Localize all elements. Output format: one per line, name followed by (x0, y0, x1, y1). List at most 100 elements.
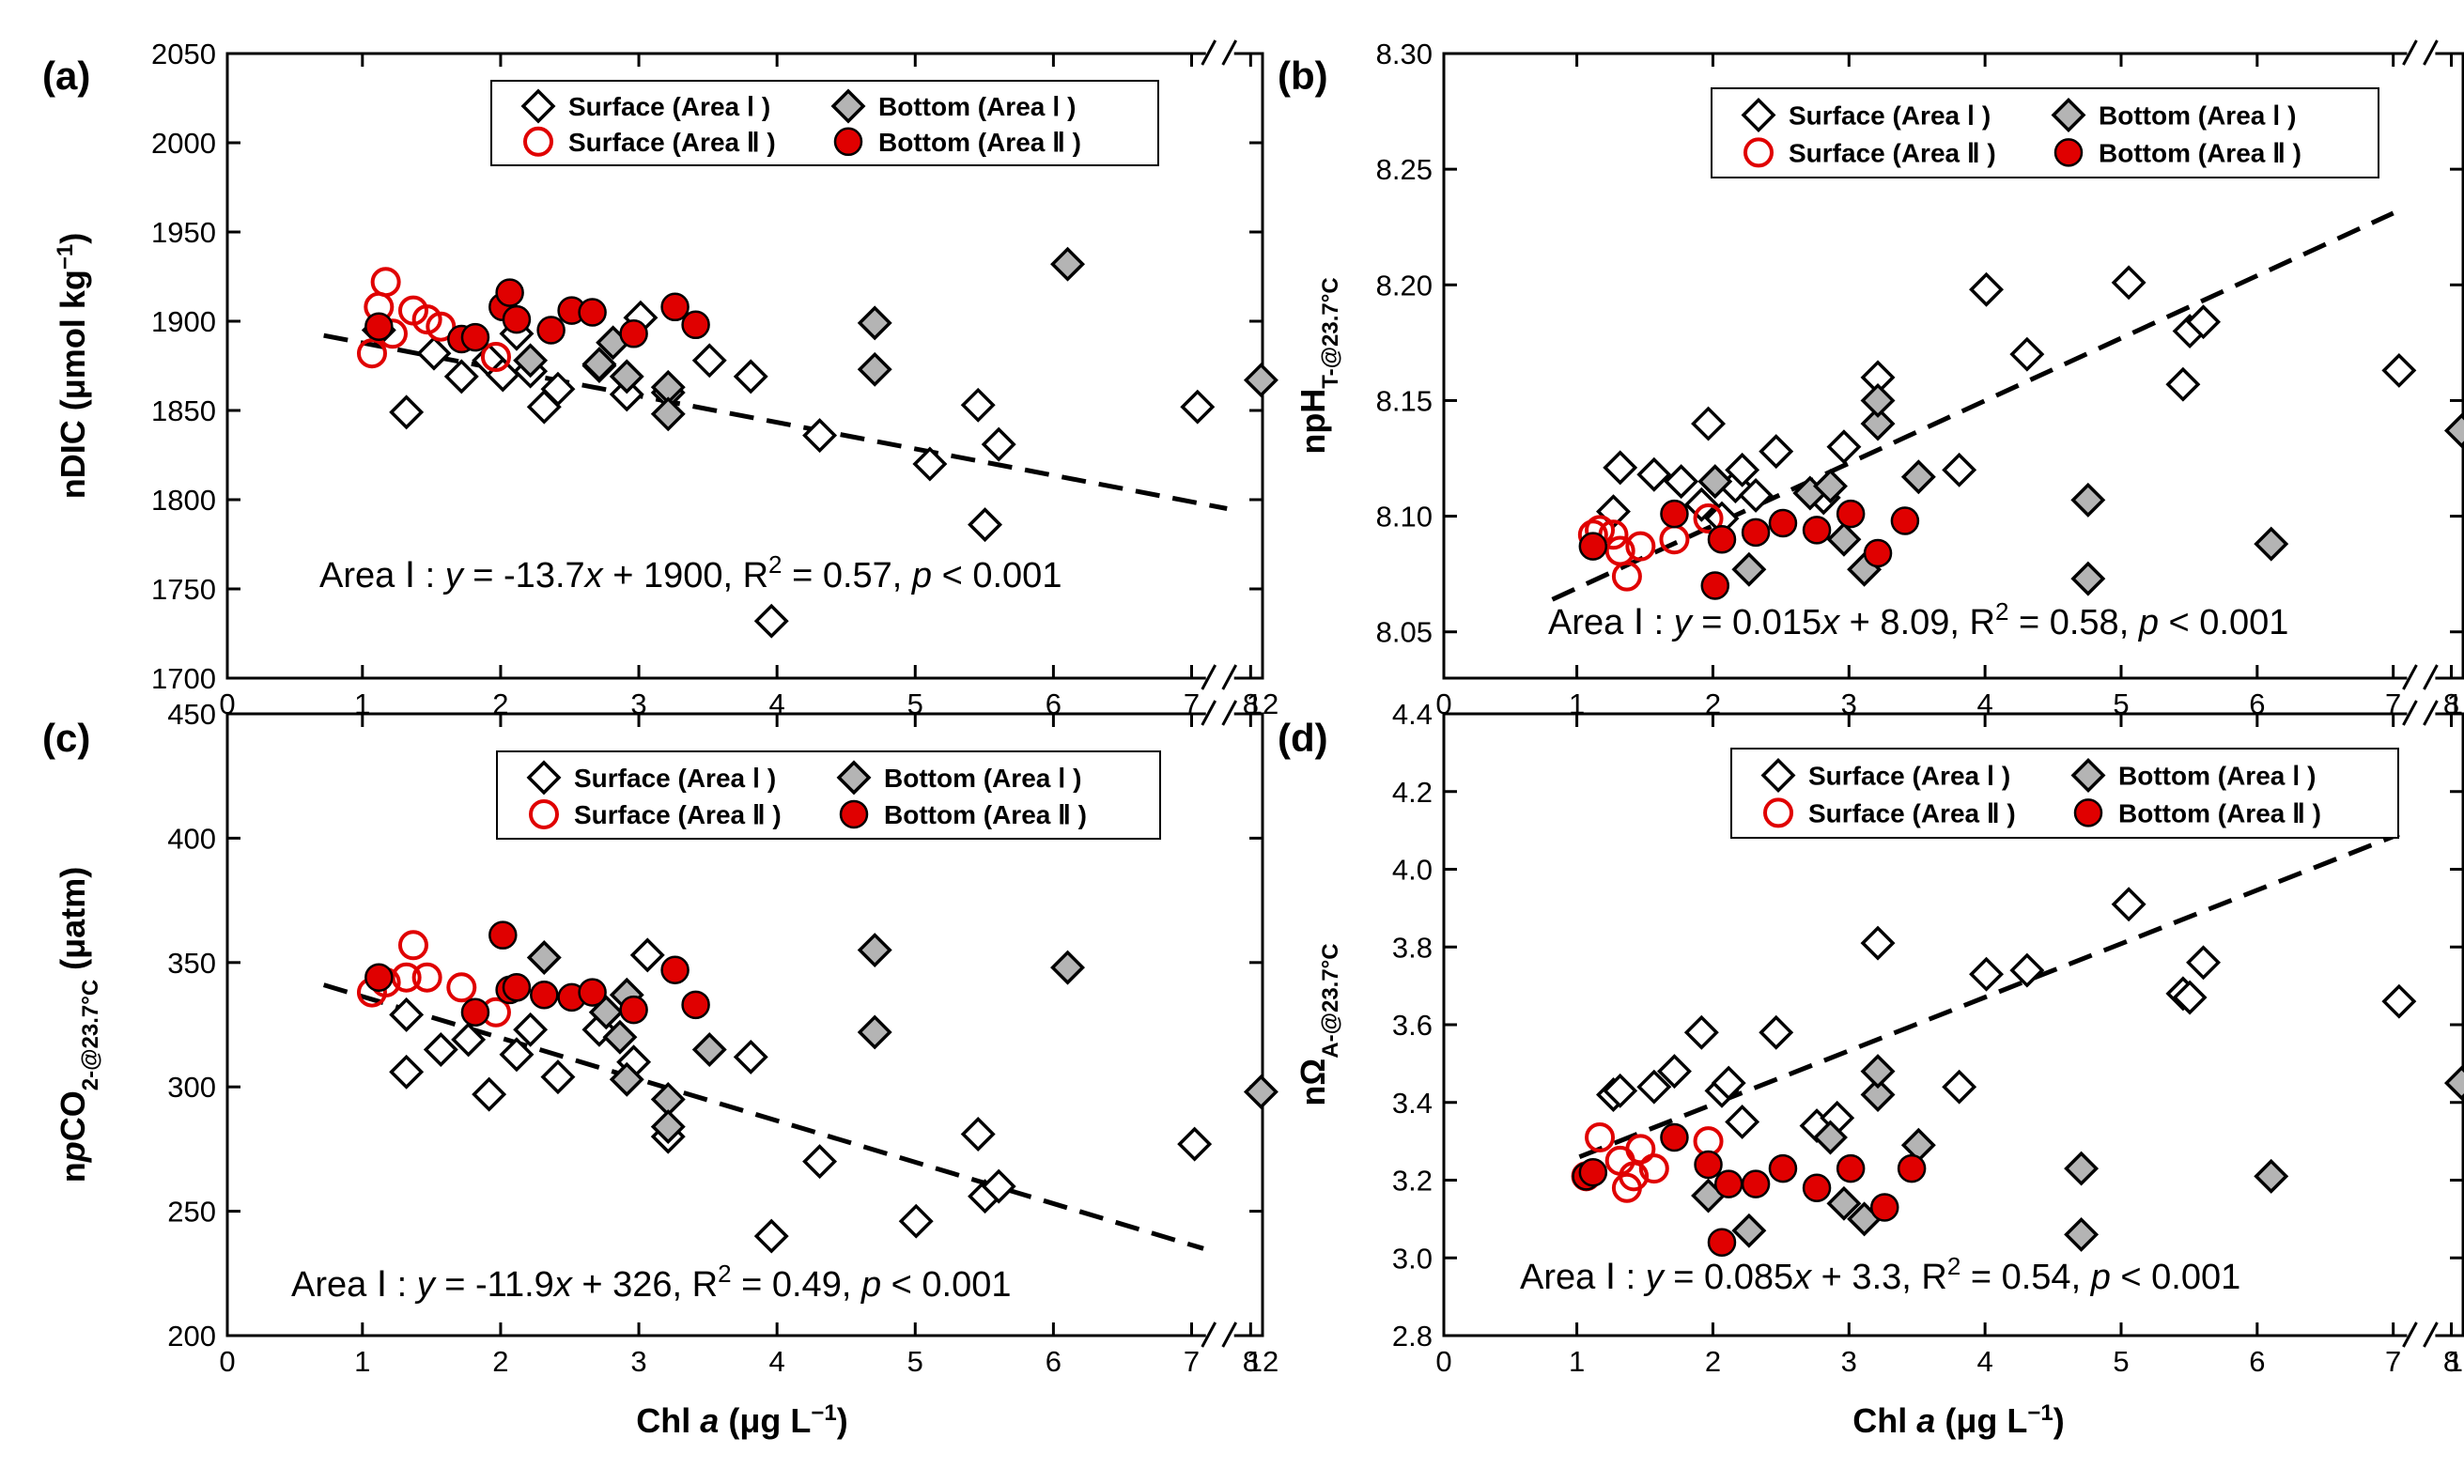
x-tick-label: 2 (492, 688, 508, 720)
series-open-diamond (361, 300, 1216, 639)
bottom-area-2-marker (536, 316, 566, 345)
eq-sup: 2 (718, 1260, 731, 1288)
surface-area-1-marker (2172, 980, 2208, 1015)
eq-pval: < 0.001 (881, 1265, 1011, 1305)
y-axis-label: nDIC (μmol kg−1) (53, 233, 93, 499)
bottom-area-1-marker (2064, 1151, 2100, 1186)
eq-var: y (1643, 1258, 1666, 1297)
bottom-area-2-marker (364, 312, 394, 341)
bottom-area-1-marker (857, 305, 892, 341)
surface-area-2-marker (1638, 1153, 1669, 1184)
eq-p: p (2138, 603, 2159, 642)
y-tick-label: 1750 (151, 573, 216, 606)
legend-box (496, 750, 1161, 840)
x-tick-label: 4 (769, 1345, 785, 1378)
axis-break-mark (2402, 664, 2418, 690)
x-tick-label: 8 (1243, 1345, 1259, 1378)
eq-slope: = 0.015 (1692, 603, 1821, 642)
bottom-area-2-marker (1707, 524, 1737, 554)
surface-area-2-marker (1619, 1161, 1650, 1192)
bottom-area-2-marker (1707, 1228, 1737, 1257)
y-tick-label: 4.2 (1392, 776, 1433, 809)
surface-area-1-marker (1603, 450, 1638, 486)
x-label-text: Chl (636, 1401, 700, 1440)
surface-area-2-marker (1743, 137, 1774, 168)
bottom-area-1-marker (1731, 551, 1767, 587)
panel-label: (c) (42, 716, 90, 760)
legend-entry: Surface (Area Ⅰ ) (520, 88, 770, 124)
x-tick-label: 8 (2443, 1345, 2459, 1378)
y-tick-label: 8.10 (1376, 501, 1433, 533)
x-tick-label: 0 (219, 688, 235, 720)
legend-label: Surface (Area Ⅱ ) (574, 800, 782, 829)
surface-area-2-marker (426, 311, 457, 342)
axis-break-mark (2423, 39, 2439, 66)
x-label-sup: −1 (2027, 1400, 2053, 1426)
y-label-italic: p (54, 1141, 92, 1163)
surface-area-1-marker (389, 997, 425, 1032)
bottom-area-1-marker (526, 940, 562, 975)
legend-entry: Bottom (Area Ⅱ ) (2073, 798, 2321, 827)
surface-area-1-marker (960, 387, 996, 423)
legend-entry: Surface (Area Ⅰ ) (526, 760, 776, 796)
surface-area-1-marker (691, 343, 727, 379)
eq-intercept: + 326, R (572, 1265, 718, 1305)
bottom-area-1-marker (1243, 1074, 1278, 1109)
bottom-area-2-marker (1700, 571, 1730, 600)
y-label-text: ) (54, 233, 92, 244)
surface-area-1-marker (898, 1203, 934, 1239)
legend-entry: Bottom (Area Ⅰ ) (830, 88, 1076, 124)
y-tick-label: 1800 (151, 484, 216, 517)
bottom-area-1-marker (1050, 950, 1086, 985)
x-tick-label: 7 (2385, 1345, 2401, 1378)
eq-r2: = 0.57, (783, 556, 912, 595)
y-tick-label: 1900 (151, 305, 216, 338)
regression-equation: Area Ⅰ : y = -11.9x + 326, R2 = 0.49, p … (291, 1260, 1012, 1305)
bottom-area-2-marker (1768, 1153, 1798, 1183)
legend-entry: Bottom (Area Ⅰ ) (2070, 758, 2316, 793)
bottom-area-2-marker (2053, 138, 2084, 167)
bottom-area-1-marker (857, 933, 892, 968)
bottom-area-1-marker (1860, 406, 1896, 441)
bottom-area-2-marker (1768, 508, 1798, 538)
y-tick-label: 4.0 (1392, 854, 1433, 887)
panel-d: (d)2.83.03.23.43.63.84.04.24.40 1 2 3 4 5 6 7 81… (1278, 698, 2464, 1378)
eq-var: x (552, 1265, 574, 1305)
surface-area-1-marker (981, 1168, 1016, 1204)
regression-equation: Area Ⅰ : y = 0.015x + 8.09, R2 = 0.58, p… (1548, 597, 2288, 642)
legend: Surface (Area Ⅰ ) Bottom (Area Ⅰ ) Surface… (1730, 748, 2399, 839)
x-tick-label: 1 (354, 688, 370, 720)
y-tick-label: 2.8 (1392, 1320, 1433, 1353)
x-tick-label: 1 (1569, 1345, 1585, 1378)
surface-area-1-marker (1683, 1014, 1719, 1050)
series-open-diamond (1596, 265, 2417, 536)
surface-area-2-marker (1763, 797, 1793, 828)
eq-sup: 2 (1947, 1252, 1960, 1280)
surface-area-1-marker (981, 426, 1016, 462)
legend-box (490, 80, 1159, 166)
y-tick-label: 400 (167, 822, 216, 855)
regression-equation: Area Ⅰ : y = 0.085x + 3.3, R2 = 0.54, p … (1520, 1252, 2240, 1297)
x-tick-label: 1 (354, 1345, 370, 1378)
eq-sup: 2 (768, 550, 782, 579)
eq-slope: = -11.9 (435, 1265, 554, 1305)
bottom-area-1-marker (2070, 482, 2106, 518)
series-open-diamond (389, 937, 1213, 1254)
surface-area-1-marker (1969, 956, 2005, 992)
series-open-diamond (1596, 887, 2417, 1144)
bottom-area-2-marker (1802, 516, 1832, 545)
y-tick-label: 1700 (151, 662, 216, 695)
surface-area-1-marker (2111, 265, 2146, 301)
y-label-text: (μatm) (54, 867, 92, 980)
bottom-area-2-marker (1836, 1153, 1866, 1183)
bottom-area-2-marker (460, 322, 490, 352)
bottom-area-1-marker (691, 1032, 727, 1067)
surface-area-1-marker (2009, 952, 2045, 988)
x-tick-label: 7 (1184, 688, 1200, 720)
x-label-italic: a (700, 1401, 719, 1440)
surface-area-1-marker (2186, 304, 2222, 340)
axis-break-mark (2402, 39, 2418, 66)
legend-label: Bottom (Area Ⅱ ) (2099, 138, 2301, 167)
x-tick-label: 12 (2447, 1345, 2464, 1378)
panel-label: (b) (1278, 54, 1328, 98)
